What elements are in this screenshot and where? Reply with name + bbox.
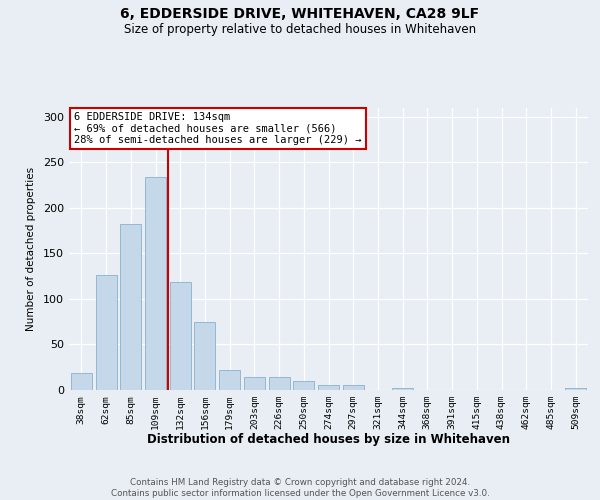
Bar <box>269 377 290 390</box>
Bar <box>318 386 339 390</box>
Bar <box>244 377 265 390</box>
Bar <box>392 388 413 390</box>
Text: 6 EDDERSIDE DRIVE: 134sqm
← 69% of detached houses are smaller (566)
28% of semi: 6 EDDERSIDE DRIVE: 134sqm ← 69% of detac… <box>74 112 362 145</box>
Text: Contains HM Land Registry data © Crown copyright and database right 2024.
Contai: Contains HM Land Registry data © Crown c… <box>110 478 490 498</box>
Bar <box>71 372 92 390</box>
Bar <box>343 386 364 390</box>
Bar <box>170 282 191 390</box>
Bar <box>145 177 166 390</box>
Text: 6, EDDERSIDE DRIVE, WHITEHAVEN, CA28 9LF: 6, EDDERSIDE DRIVE, WHITEHAVEN, CA28 9LF <box>121 8 479 22</box>
Text: Size of property relative to detached houses in Whitehaven: Size of property relative to detached ho… <box>124 22 476 36</box>
Bar <box>565 388 586 390</box>
Bar <box>95 275 116 390</box>
Bar <box>120 224 141 390</box>
Bar <box>293 381 314 390</box>
Text: Distribution of detached houses by size in Whitehaven: Distribution of detached houses by size … <box>148 432 510 446</box>
Bar <box>194 322 215 390</box>
Bar <box>219 370 240 390</box>
Y-axis label: Number of detached properties: Number of detached properties <box>26 166 36 331</box>
